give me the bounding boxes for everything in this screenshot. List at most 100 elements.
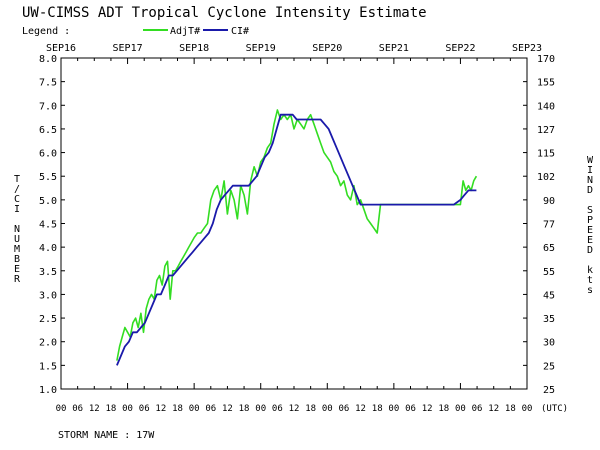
right-tick-label: 155: [537, 78, 555, 89]
left-axis-label-char: M: [14, 244, 20, 255]
date-label: SEP20: [312, 43, 342, 54]
x-hour-label: 00: [455, 404, 466, 414]
right-tick-label: 170: [537, 54, 555, 65]
right-axis-label-char: s: [587, 285, 593, 296]
right-axis-label-char: t: [587, 275, 593, 286]
left-axis-label-char: C: [14, 194, 20, 205]
left-axis-label-char: E: [14, 264, 20, 275]
right-tick-label: 30: [543, 338, 555, 349]
x-hour-label: 00: [189, 404, 200, 414]
left-tick-label: 7.5: [39, 78, 57, 89]
date-label: SEP17: [113, 43, 143, 54]
date-label: SEP19: [246, 43, 276, 54]
right-axis-label-char: E: [587, 225, 593, 236]
right-tick-label: 115: [537, 149, 555, 160]
x-hour-label: 00: [56, 404, 67, 414]
left-tick-label: 4.5: [39, 220, 57, 231]
x-hour-label: 12: [355, 404, 366, 414]
x-hour-label: 18: [172, 404, 183, 414]
right-tick-label: 35: [543, 314, 555, 325]
x-hour-label: 18: [438, 404, 449, 414]
legend-label: Legend :: [22, 26, 70, 37]
date-label: SEP21: [379, 43, 409, 54]
legend-entry-ci: CI#: [231, 26, 249, 37]
series-line-ci: [116, 113, 477, 366]
left-tick-label: 5.0: [39, 196, 57, 207]
left-tick-label: 4.0: [39, 243, 57, 254]
x-hour-label: 18: [505, 404, 516, 414]
right-tick-label: 90: [543, 196, 555, 207]
x-hour-label: 00: [322, 404, 333, 414]
right-axis-label-char: k: [587, 265, 593, 276]
right-tick-label: 65: [543, 243, 555, 254]
left-axis-label-char: I: [14, 204, 20, 215]
x-hour-label: 12: [89, 404, 100, 414]
right-tick-label: 55: [543, 267, 555, 278]
x-hour-label: 06: [339, 404, 350, 414]
x-hour-label: 00: [388, 404, 399, 414]
date-label: SEP16: [46, 43, 76, 54]
left-axis-label-char: R: [14, 274, 21, 285]
x-hour-label: 12: [289, 404, 300, 414]
left-tick-label: 7.0: [39, 101, 57, 112]
series-layer: [116, 109, 478, 366]
right-tick-label: 25: [543, 361, 555, 372]
right-axis-label-char: D: [587, 185, 593, 196]
x-hour-label: 12: [222, 404, 233, 414]
left-tick-label: 3.5: [39, 267, 57, 278]
left-tick-label: 5.5: [39, 172, 57, 183]
left-tick-label: 6.0: [39, 149, 57, 160]
x-hour-label: 18: [239, 404, 250, 414]
left-axis-label-char: B: [14, 254, 20, 265]
x-axis-ticks: 00 06 12 18 00 06 12 18 00 06 12 18 00 06 12 18 00 06 12 18…: [56, 58, 568, 414]
x-hour-label: 18: [106, 404, 117, 414]
x-hour-label: 06: [272, 404, 283, 414]
left-axis-label-char: /: [14, 184, 20, 195]
right-axis-label-char: D: [587, 245, 593, 256]
left-tick-label: 6.5: [39, 125, 57, 136]
x-hour-label: 18: [305, 404, 316, 414]
right-axis-label-char: S: [587, 205, 593, 216]
legend-entry-adjt: AdjT#: [170, 26, 200, 37]
right-tick-label: 45: [543, 290, 555, 301]
date-label: SEP23: [512, 43, 542, 54]
x-hour-label: 18: [372, 404, 383, 414]
right-axis-label-char: I: [587, 165, 593, 176]
left-axis-label-char: N: [14, 224, 20, 235]
left-tick-label: 3.0: [39, 290, 57, 301]
x-hour-label: 00: [255, 404, 266, 414]
x-hour-label: 12: [488, 404, 499, 414]
x-hour-label: 00: [122, 404, 133, 414]
right-tick-label: 127: [537, 125, 555, 136]
date-label: SEP18: [179, 43, 209, 54]
legend: Legend : AdjT# CI#: [22, 26, 249, 37]
right-axis-label-char: P: [587, 215, 593, 226]
date-labels: SEP16 SEP17 SEP18 SEP19 SEP20 SEP21 SEP22 SEP23: [46, 43, 542, 54]
plot-frame: [60, 57, 528, 390]
left-tick-label: 8.0: [39, 54, 57, 65]
x-hour-label: 06: [205, 404, 216, 414]
right-tick-label: 25: [543, 385, 555, 396]
x-hour-label: 06: [472, 404, 483, 414]
right-axis-label-char: E: [587, 235, 593, 246]
x-unit-label: (UTC): [541, 404, 568, 414]
left-tick-label: 2.0: [39, 338, 57, 349]
left-tick-label: 1.0: [39, 385, 57, 396]
series-line-adjt: [116, 109, 478, 361]
left-tick-label: 1.5: [39, 361, 57, 372]
chart-title: UW-CIMSS ADT Tropical Cyclone Intensity …: [22, 5, 427, 21]
right-tick-label: 102: [537, 172, 555, 183]
storm-name: STORM NAME : 17W: [58, 430, 155, 441]
right-axis-label-char: N: [587, 175, 593, 186]
date-label: SEP22: [445, 43, 475, 54]
left-tick-label: 2.5: [39, 314, 57, 325]
right-tick-label: 77: [543, 220, 555, 231]
x-hour-label: 06: [139, 404, 150, 414]
right-tick-label: 140: [537, 101, 555, 112]
x-hour-label: 12: [155, 404, 166, 414]
right-axis-ticks: 25 25 30 35 45 55 65 77 90 102 115 127 140 155 170: [523, 54, 555, 396]
left-axis-ticks: 1.0 1.5 2.0 2.5 3.0 3.5 4.0 4.5 5.0 5.5 6.0 6.5 7.0 7…: [39, 54, 65, 396]
